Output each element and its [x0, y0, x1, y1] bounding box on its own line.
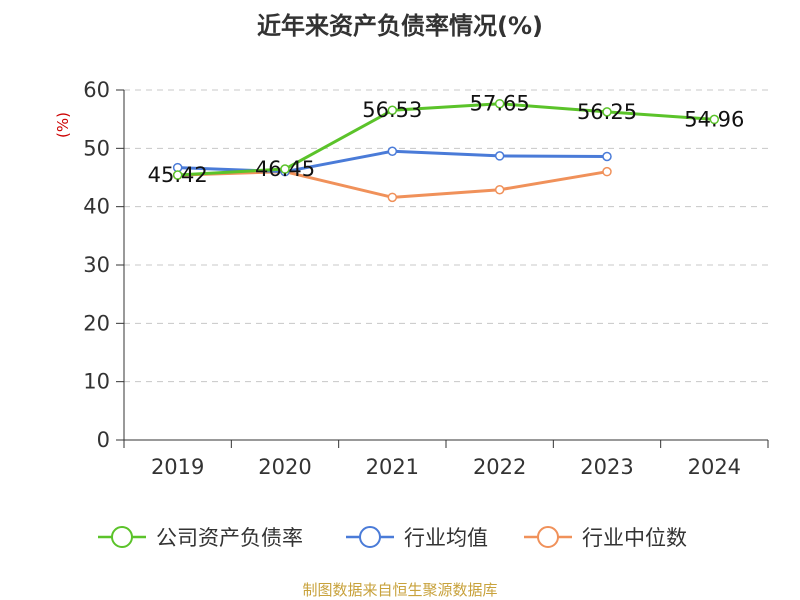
- y-tick-label: 0: [97, 428, 110, 452]
- data-point: [494, 185, 505, 195]
- data-label: 57.65: [470, 92, 530, 116]
- data-label: 46.45: [255, 157, 315, 181]
- y-tick-label: 20: [83, 311, 110, 335]
- source-note: 制图数据来自恒生聚源数据库: [302, 581, 498, 599]
- chart-title: 近年来资产负债率情况(%): [257, 12, 543, 40]
- data-label: 56.25: [577, 100, 637, 124]
- y-tick-label: 50: [83, 136, 110, 160]
- data-point: [494, 151, 505, 161]
- y-tick-label: 30: [83, 253, 110, 277]
- data-point: [280, 164, 290, 174]
- data-label: 54.96: [684, 107, 744, 131]
- data-point: [387, 105, 398, 115]
- y-tick-label: 60: [83, 78, 110, 102]
- legend-label: 行业均值: [404, 526, 488, 550]
- x-tick-label: 2023: [580, 455, 633, 479]
- data-point: [494, 98, 505, 109]
- y-axis-label: (%): [54, 112, 72, 138]
- data-point: [172, 170, 183, 180]
- x-tick-label: 2024: [688, 455, 741, 479]
- y-tick-label: 40: [83, 195, 110, 219]
- x-tick-label: 2022: [473, 455, 526, 479]
- data-point: [387, 146, 398, 156]
- legend-marker: [111, 526, 133, 548]
- data-point: [602, 107, 612, 117]
- legend-label: 行业中位数: [582, 526, 687, 550]
- legend-marker: [359, 526, 381, 548]
- data-label: 56.53: [362, 98, 422, 122]
- data-point: [602, 166, 612, 177]
- x-tick-label: 2019: [151, 455, 204, 479]
- series-line-0: [177, 102, 715, 177]
- x-tick-label: 2020: [258, 455, 311, 479]
- data-point: [709, 114, 720, 125]
- x-tick-label: 2021: [366, 455, 419, 479]
- y-tick-label: 10: [83, 370, 110, 394]
- legend-marker: [537, 526, 559, 548]
- legend-label: 公司资产负债率: [156, 526, 303, 550]
- data-label: 45.42: [148, 163, 208, 187]
- data-point: [602, 151, 612, 162]
- data-point: [387, 192, 398, 203]
